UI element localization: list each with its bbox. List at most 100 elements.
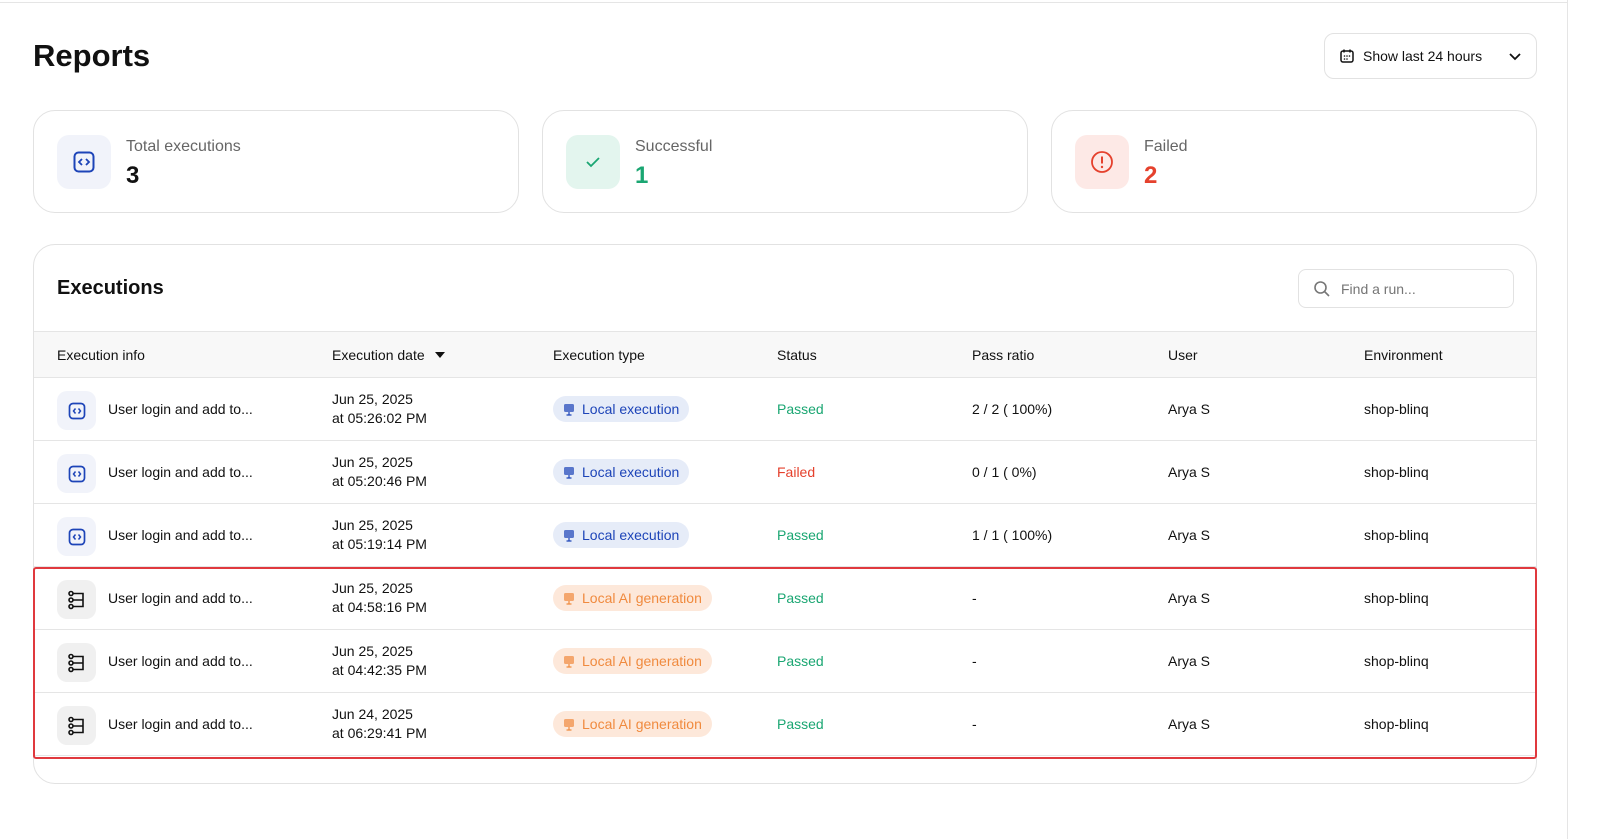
table-row[interactable]: User login and add to... Jun 25, 2025 at … <box>34 630 1536 693</box>
table-header: Execution info Execution date Execution ty… <box>34 331 1536 378</box>
code-icon <box>57 391 96 430</box>
top-divider <box>0 2 1568 3</box>
execution-type-badge: Local execution <box>553 522 690 548</box>
column-header-label: Execution type <box>553 346 645 363</box>
status-text: Passed <box>777 527 824 543</box>
search-icon <box>1314 280 1330 297</box>
workflow-icon <box>57 706 96 745</box>
table-row[interactable]: User login and add to... Jun 25, 2025 at … <box>34 567 1536 630</box>
column-header-label: Status <box>777 346 817 363</box>
status-text: Passed <box>777 653 824 669</box>
column-header[interactable]: Pass ratio <box>972 332 1034 377</box>
table-row[interactable]: User login and add to... Jun 24, 2025 at … <box>34 693 1536 756</box>
stat-value: 1 <box>635 162 649 189</box>
execution-type-badge: Local AI generation <box>553 648 712 674</box>
code-icon <box>57 454 96 493</box>
stat-label: Total executions <box>126 138 241 155</box>
monitor-icon <box>564 718 574 731</box>
status-text: Passed <box>777 590 824 606</box>
execution-type-label: Local execution <box>582 527 680 543</box>
execution-name[interactable]: User login and add to... <box>108 693 253 755</box>
stat-card-total: Total executions 3 <box>33 110 519 213</box>
execution-type-label: Local AI generation <box>582 590 702 606</box>
time-range-dropdown[interactable]: Show last 24 hours <box>1324 33 1537 79</box>
time-text: at 06:29:41 PM <box>332 725 427 741</box>
stat-card-failed: Failed 2 <box>1051 110 1537 213</box>
date-text: Jun 25, 2025 <box>332 391 413 407</box>
time-text: at 04:42:35 PM <box>332 662 427 678</box>
column-header-label: Execution info <box>57 346 145 363</box>
monitor-icon <box>564 466 574 479</box>
column-header[interactable]: User <box>1168 332 1198 377</box>
executions-title: Executions <box>57 277 164 299</box>
stat-label: Successful <box>635 138 713 155</box>
sort-desc-icon[interactable] <box>434 351 446 359</box>
execution-type-badge: Local AI generation <box>553 711 712 737</box>
column-header[interactable]: Execution date <box>332 332 446 377</box>
date-text: Jun 24, 2025 <box>332 706 413 722</box>
user-name: Arya S <box>1168 653 1211 669</box>
execution-type-badge: Local execution <box>553 459 690 485</box>
execution-date: Jun 25, 2025 at 05:20:46 PM <box>332 441 427 503</box>
stat-value: 3 <box>126 162 140 189</box>
execution-date: Jun 25, 2025 at 05:19:14 PM <box>332 504 427 566</box>
code-icon <box>57 135 111 189</box>
user-name: Arya S <box>1168 716 1211 732</box>
workflow-icon <box>57 580 96 619</box>
execution-date: Jun 25, 2025 at 05:26:02 PM <box>332 378 427 440</box>
date-text: Jun 25, 2025 <box>332 517 413 533</box>
page-title: Reports <box>33 38 151 73</box>
column-header[interactable]: Status <box>777 332 817 377</box>
execution-name-text: User login and add to... <box>108 653 253 669</box>
search-input[interactable] <box>1341 280 1491 297</box>
pass-ratio: - <box>972 716 977 732</box>
monitor-icon <box>564 403 574 416</box>
execution-name-text: User login and add to... <box>108 527 253 543</box>
pass-ratio: 2 / 2 ( 100%) <box>972 401 1053 417</box>
execution-name[interactable]: User login and add to... <box>108 504 253 566</box>
chevron-down-icon <box>1509 53 1521 61</box>
calendar-icon <box>1340 49 1354 63</box>
stat-label: Failed <box>1144 138 1188 155</box>
column-header[interactable]: Environment <box>1364 332 1443 377</box>
execution-type-badge: Local execution <box>553 396 690 422</box>
execution-name[interactable]: User login and add to... <box>108 567 253 629</box>
table-row[interactable]: User login and add to... Jun 25, 2025 at … <box>34 378 1536 441</box>
execution-name-text: User login and add to... <box>108 401 253 417</box>
right-divider <box>1567 0 1568 839</box>
date-text: Jun 25, 2025 <box>332 580 413 596</box>
execution-name[interactable]: User login and add to... <box>108 441 253 503</box>
code-icon <box>57 517 96 556</box>
column-header[interactable]: Execution type <box>553 332 645 377</box>
column-header-label: User <box>1168 346 1198 363</box>
table-row[interactable]: User login and add to... Jun 25, 2025 at … <box>34 504 1536 567</box>
search-box[interactable] <box>1298 269 1514 308</box>
execution-name-text: User login and add to... <box>108 590 253 606</box>
status-text: Passed <box>777 716 824 732</box>
alert-circle-icon <box>1075 135 1129 189</box>
status-text: Passed <box>777 401 824 417</box>
stat-value: 2 <box>1144 162 1158 189</box>
time-text: at 05:26:02 PM <box>332 410 427 426</box>
column-header-label: Execution date <box>332 346 425 363</box>
table-row[interactable]: User login and add to... Jun 25, 2025 at … <box>34 441 1536 504</box>
workflow-icon <box>57 643 96 682</box>
column-header[interactable]: Execution info <box>57 332 145 377</box>
execution-name[interactable]: User login and add to... <box>108 378 253 440</box>
user-name: Arya S <box>1168 401 1211 417</box>
column-header-label: Pass ratio <box>972 346 1035 363</box>
execution-type-label: Local execution <box>582 464 680 480</box>
pass-ratio: 0 / 1 ( 0%) <box>972 464 1037 480</box>
execution-date: Jun 25, 2025 at 04:58:16 PM <box>332 567 427 629</box>
date-text: Jun 25, 2025 <box>332 454 413 470</box>
monitor-icon <box>564 592 574 605</box>
environment: shop-blinq <box>1364 464 1429 480</box>
pass-ratio: - <box>972 653 977 669</box>
execution-name[interactable]: User login and add to... <box>108 630 253 692</box>
environment: shop-blinq <box>1364 401 1429 417</box>
environment: shop-blinq <box>1364 527 1429 543</box>
pass-ratio: - <box>972 590 977 606</box>
execution-type-label: Local AI generation <box>582 653 702 669</box>
execution-name-text: User login and add to... <box>108 464 253 480</box>
